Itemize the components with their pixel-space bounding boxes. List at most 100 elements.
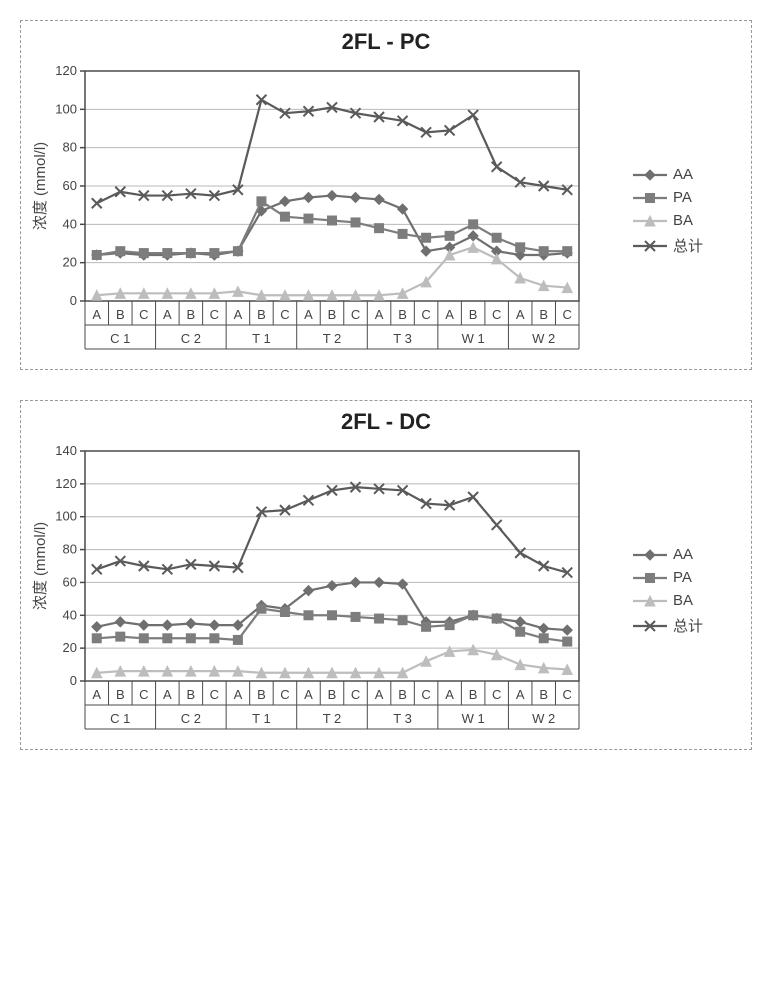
svg-text:0: 0	[70, 293, 77, 308]
legend-swatch	[633, 168, 667, 182]
legend-label: 总计	[673, 615, 703, 636]
svg-text:A: A	[516, 687, 525, 702]
svg-text:C: C	[563, 307, 572, 322]
legend-swatch	[633, 239, 667, 253]
legend-swatch	[633, 619, 667, 633]
svg-text:100: 100	[55, 509, 77, 524]
legend-item-total: 总计	[633, 235, 743, 256]
svg-text:B: B	[187, 307, 196, 322]
legend-item-PA: PA	[633, 189, 743, 206]
legend-item-BA: BA	[633, 592, 743, 609]
svg-text:C 2: C 2	[181, 711, 201, 726]
svg-text:B: B	[398, 307, 407, 322]
svg-text:20: 20	[63, 255, 77, 270]
legend-swatch	[633, 214, 667, 228]
svg-text:A: A	[304, 687, 313, 702]
svg-text:C: C	[139, 687, 148, 702]
svg-text:C: C	[139, 307, 148, 322]
svg-text:浓度 (mmol/l): 浓度 (mmol/l)	[32, 522, 49, 610]
svg-text:A: A	[516, 307, 525, 322]
svg-text:W 1: W 1	[462, 711, 485, 726]
svg-text:A: A	[375, 307, 384, 322]
chart-panel-pc: 2FL - PC 020406080100120ABCABCABCABCABCA…	[20, 20, 752, 370]
svg-text:B: B	[398, 687, 407, 702]
svg-text:C: C	[492, 307, 501, 322]
svg-text:B: B	[257, 687, 266, 702]
svg-text:B: B	[469, 687, 478, 702]
svg-text:A: A	[92, 307, 101, 322]
legend-item-total: 总计	[633, 615, 743, 636]
chart-title: 2FL - PC	[29, 29, 743, 55]
legend-swatch	[633, 594, 667, 608]
svg-text:B: B	[539, 687, 548, 702]
chart-panel-dc: 2FL - DC 020406080100120140ABCABCABCABCA…	[20, 400, 752, 750]
svg-text:C: C	[563, 687, 572, 702]
legend-label: PA	[673, 189, 692, 206]
legend-swatch	[633, 548, 667, 562]
svg-text:60: 60	[63, 574, 77, 589]
svg-text:W 2: W 2	[532, 711, 555, 726]
plot-area: 020406080100120140ABCABCABCABCABCABCABCC…	[29, 441, 623, 741]
svg-text:A: A	[445, 307, 454, 322]
svg-text:C: C	[280, 687, 289, 702]
svg-text:C: C	[351, 687, 360, 702]
svg-text:浓度 (mmol/l): 浓度 (mmol/l)	[32, 142, 49, 230]
svg-text:B: B	[539, 307, 548, 322]
svg-text:A: A	[234, 307, 243, 322]
svg-text:120: 120	[55, 476, 77, 491]
plot-area: 020406080100120ABCABCABCABCABCABCABCC 1C…	[29, 61, 623, 361]
svg-text:C: C	[421, 687, 430, 702]
legend-item-AA: AA	[633, 546, 743, 563]
legend-label: BA	[673, 592, 693, 609]
legend-item-BA: BA	[633, 212, 743, 229]
svg-text:C: C	[280, 307, 289, 322]
svg-text:B: B	[469, 307, 478, 322]
svg-text:120: 120	[55, 63, 77, 78]
svg-text:A: A	[304, 307, 313, 322]
chart-svg-dc: 020406080100120140ABCABCABCABCABCABCABCC…	[29, 441, 589, 741]
svg-text:140: 140	[55, 443, 77, 458]
svg-text:A: A	[445, 687, 454, 702]
svg-text:C 1: C 1	[110, 331, 130, 346]
legend-item-AA: AA	[633, 166, 743, 183]
svg-text:C: C	[210, 307, 219, 322]
svg-text:40: 40	[63, 216, 77, 231]
svg-text:C: C	[421, 307, 430, 322]
svg-text:C: C	[351, 307, 360, 322]
svg-text:80: 80	[63, 542, 77, 557]
svg-text:B: B	[328, 307, 337, 322]
svg-text:B: B	[116, 687, 125, 702]
svg-text:B: B	[187, 687, 196, 702]
legend-item-PA: PA	[633, 569, 743, 586]
svg-text:W 2: W 2	[532, 331, 555, 346]
svg-text:0: 0	[70, 673, 77, 688]
svg-text:T 3: T 3	[393, 331, 412, 346]
svg-text:T 1: T 1	[252, 331, 271, 346]
legend-label: AA	[673, 546, 693, 563]
svg-text:A: A	[234, 687, 243, 702]
svg-text:C: C	[492, 687, 501, 702]
legend: AA PA BA 总计	[623, 540, 743, 642]
svg-text:T 3: T 3	[393, 711, 412, 726]
chart-title: 2FL - DC	[29, 409, 743, 435]
svg-text:C: C	[210, 687, 219, 702]
chart-body: 020406080100120ABCABCABCABCABCABCABCC 1C…	[29, 61, 743, 361]
svg-text:A: A	[375, 687, 384, 702]
svg-text:T 2: T 2	[323, 331, 342, 346]
svg-text:A: A	[163, 307, 172, 322]
svg-text:W 1: W 1	[462, 331, 485, 346]
svg-text:C 1: C 1	[110, 711, 130, 726]
svg-text:100: 100	[55, 101, 77, 116]
svg-text:B: B	[257, 307, 266, 322]
legend-label: BA	[673, 212, 693, 229]
svg-text:T 1: T 1	[252, 711, 271, 726]
svg-text:T 2: T 2	[323, 711, 342, 726]
svg-text:A: A	[92, 687, 101, 702]
svg-text:80: 80	[63, 140, 77, 155]
legend-label: 总计	[673, 235, 703, 256]
svg-text:B: B	[116, 307, 125, 322]
svg-text:C 2: C 2	[181, 331, 201, 346]
legend-label: PA	[673, 569, 692, 586]
svg-text:B: B	[328, 687, 337, 702]
legend-swatch	[633, 191, 667, 205]
